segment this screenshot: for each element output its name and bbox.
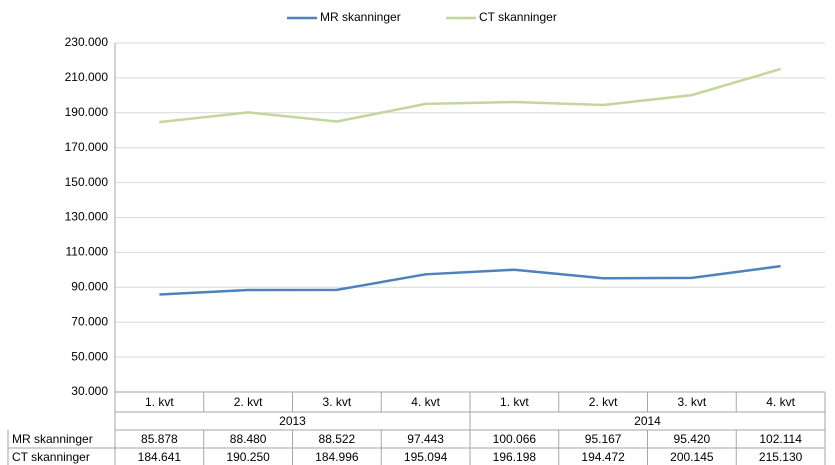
x-tick-label: 3. kvt <box>323 395 352 409</box>
x-tick-label: 1. kvt <box>500 395 529 409</box>
table-value: 88.522 <box>319 432 356 446</box>
table-value: 88.480 <box>230 432 267 446</box>
x-group-label: 2013 <box>279 414 306 428</box>
y-tick-label: 150.000 <box>65 175 109 189</box>
table-value: 196.198 <box>493 450 537 464</box>
x-tick-label: 4. kvt <box>766 395 795 409</box>
y-tick-label: 90.000 <box>71 279 108 293</box>
table-value: 215.130 <box>759 450 803 464</box>
x-tick-label: 2. kvt <box>234 395 263 409</box>
x-tick-label: 3. kvt <box>678 395 707 409</box>
table-value: 95.420 <box>674 432 711 446</box>
table-value: 195.094 <box>404 450 448 464</box>
y-tick-label: 190.000 <box>65 105 109 119</box>
y-tick-label: 230.000 <box>65 35 109 49</box>
table-value: 102.114 <box>759 432 802 446</box>
y-tick-label: 110.000 <box>66 245 109 259</box>
series-line <box>159 264 781 296</box>
x-group-label: 2014 <box>634 414 661 428</box>
y-tick-label: 30.000 <box>71 384 108 398</box>
x-tick-label: 1. kvt <box>145 395 174 409</box>
x-tick-label: 4. kvt <box>411 395 440 409</box>
table-value: 85.878 <box>141 432 178 446</box>
y-tick-label: 170.000 <box>65 140 109 154</box>
table-value: 190.250 <box>226 450 270 464</box>
table-value: 100.066 <box>493 432 537 446</box>
y-tick-label: 70.000 <box>71 314 108 328</box>
legend-label: CT skanninger <box>479 10 557 24</box>
x-tick-label: 2. kvt <box>589 395 618 409</box>
table-value: 95.167 <box>585 432 622 446</box>
legend-label: MR skanninger <box>320 10 401 24</box>
table-value: 194.472 <box>581 450 625 464</box>
y-tick-label: 50.000 <box>71 349 108 363</box>
table-value: 97.443 <box>407 432 444 446</box>
table-row-label: CT skanninger <box>12 450 90 464</box>
table-value: 200.145 <box>670 450 714 464</box>
series-line <box>159 67 781 124</box>
table-value: 184.641 <box>138 450 182 464</box>
table-row-label: MR skanninger <box>12 432 93 446</box>
table-value: 184.996 <box>315 450 359 464</box>
y-tick-label: 210.000 <box>65 70 109 84</box>
y-tick-label: 130.000 <box>65 210 109 224</box>
